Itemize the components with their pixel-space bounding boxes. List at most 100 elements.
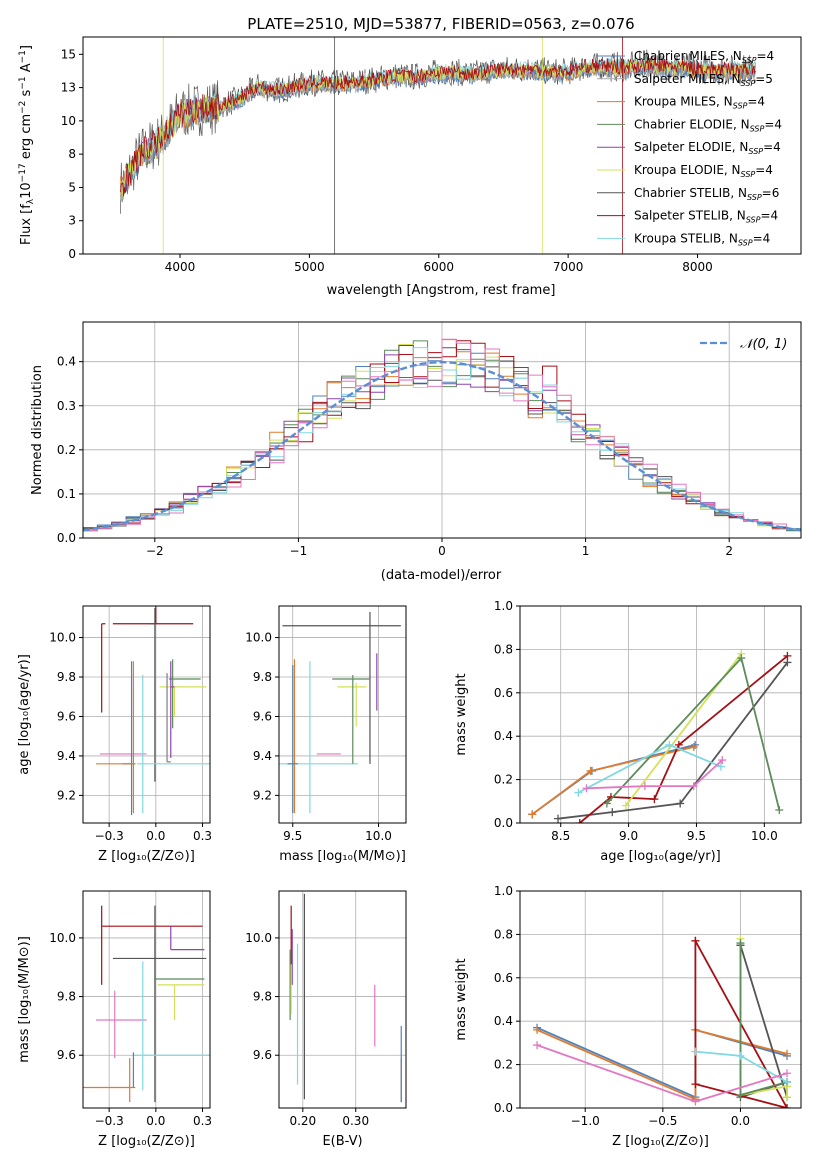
- y-tick-label: 9.2: [253, 788, 272, 802]
- massweight-vs-Z-panel: −1.0 −0.5 0.0 0.0 0.2 0.4 0.6 0.8 1.0 Z [log₁₀(Z/…: [454, 884, 802, 1149]
- mass-weight-marker: [783, 1104, 792, 1108]
- mass-weight-marker: [608, 808, 617, 817]
- mass-weight-marker: [691, 936, 700, 945]
- x-tick-label: 0.20: [289, 1114, 316, 1128]
- panel-frame: [82, 890, 211, 1109]
- mass-weight-marker: [736, 1051, 745, 1060]
- x-axis-label: Z [log₁₀(Z/Z⊙)]: [98, 1134, 195, 1149]
- legend-label: Kroupa MILES, NSSP=4: [634, 95, 765, 111]
- y-tick-label: 0.8: [494, 642, 513, 656]
- mass-weight-marker: [783, 651, 792, 660]
- spectrum-panel: 4000 5000 6000 7000 8000 0 3 5 8 10 13 15 wavelengt…: [18, 36, 802, 298]
- panel-frame: [519, 890, 802, 1109]
- x-tick-label: 1: [582, 544, 590, 558]
- spectrum-legend: Chabrier MILES, NSSP=4 Salpeter MILES, NS…: [597, 49, 782, 247]
- y-tick-label: 0.1: [57, 487, 76, 501]
- legend-label: Kroupa ELODIE, NSSP=4: [634, 163, 773, 179]
- x-tick-label: 9.0: [619, 829, 638, 843]
- y-tick-label: 0.6: [494, 686, 513, 700]
- x-tick-label: 10.0: [751, 829, 778, 843]
- mass-weight-marker: [554, 814, 563, 823]
- mass-weight-marker: [691, 1097, 700, 1106]
- x-tick-label: −1: [290, 544, 308, 558]
- mass-weight-marker: [737, 654, 746, 663]
- x-axis-label: E(B-V): [322, 1134, 362, 1149]
- x-tick-label: 7000: [553, 260, 584, 274]
- y-tick-label: 0.2: [494, 1058, 513, 1072]
- y-tick-label: 9.6: [253, 709, 272, 723]
- mass-weight-marker: [533, 1025, 542, 1034]
- mass-weight-marker: [621, 801, 630, 810]
- age-vs-Z-panel: −0.3 0.0 0.3 9.2 9.4 9.6 9.8 10.0 Z [log₁₀(Z/Z⊙)…: [17, 605, 212, 864]
- spectrum-frame: [82, 36, 802, 255]
- y-tick-label: 3: [68, 214, 76, 228]
- plot-area: [279, 891, 406, 1108]
- residuals-ylabel: Normed distribution: [30, 365, 45, 495]
- mass-vs-ebv-panel: 0.20 0.30 9.6 9.8 10.0 E(B-V): [245, 890, 407, 1149]
- mass-weight-marker: [689, 743, 698, 752]
- y-tick-label: 15: [61, 47, 76, 61]
- mass-weight-marker: [783, 1093, 792, 1102]
- x-tick-label: −1.0: [571, 1114, 600, 1128]
- panel-frame: [278, 605, 407, 824]
- y-axis-label: mass [log₁₀(M/M⊙)]: [17, 936, 32, 1063]
- spectrum-plot-area: [120, 37, 756, 254]
- x-tick-label: 8.5: [551, 829, 570, 843]
- y-tick-label: 5: [68, 180, 76, 194]
- legend-label: Kroupa STELIB, NSSP=4: [634, 231, 770, 247]
- y-tick-label: 10: [61, 114, 76, 128]
- legend-label: Chabrier MILES, NSSP=4: [634, 49, 774, 65]
- mass-weight-marker: [665, 740, 674, 749]
- normal-curve-legend-label: 𝒩(0, 1): [740, 337, 787, 352]
- spectrum-series-line: [120, 56, 756, 197]
- y-tick-label: 0.2: [57, 443, 76, 457]
- mass-weight-marker: [528, 810, 537, 819]
- y-tick-label: 10.0: [49, 631, 76, 645]
- mass-weight-marker: [674, 740, 683, 749]
- x-tick-label: 0.0: [146, 1114, 165, 1128]
- mass-weight-marker: [736, 939, 745, 948]
- mass-weight-marker: [689, 782, 698, 791]
- y-tick-label: 9.6: [57, 1048, 76, 1062]
- mass-weight-marker: [650, 795, 659, 804]
- mass-weight-marker: [582, 784, 591, 793]
- x-tick-label: 10.0: [365, 829, 392, 843]
- x-tick-label: 0.0: [731, 1114, 750, 1128]
- y-axis-label: mass weight: [454, 673, 469, 755]
- y-tick-label: 0.6: [494, 971, 513, 985]
- panel-frame: [519, 605, 802, 824]
- y-tick-label: 0.8: [494, 927, 513, 941]
- spectrum-xlabel: wavelength [Angstrom, rest frame]: [327, 283, 556, 298]
- y-axis-label: mass weight: [454, 958, 469, 1040]
- residuals-plot-area: [83, 322, 801, 538]
- x-axis-label: age [log₁₀(age/yr)]: [600, 849, 721, 864]
- x-tick-label: 6000: [423, 260, 454, 274]
- x-axis-label: Z [log₁₀(Z/Z⊙)]: [612, 1134, 709, 1149]
- panel-frame: [278, 890, 407, 1109]
- y-tick-label: 10.0: [49, 931, 76, 945]
- y-tick-label: 0.0: [494, 816, 513, 830]
- y-tick-label: 9.4: [57, 749, 76, 763]
- y-tick-label: 0.0: [494, 1101, 513, 1115]
- mass-weight-marker: [736, 1090, 745, 1099]
- x-tick-label: 9.5: [283, 829, 302, 843]
- x-tick-label: −0.3: [95, 829, 124, 843]
- massweight-vs-age-panel: 8.5 9.0 9.5 10.0 0.0 0.2 0.4 0.6 0.8 1.0 age [log₁…: [454, 599, 802, 864]
- mass-weight-marker: [718, 756, 727, 765]
- y-tick-label: 9.8: [253, 670, 272, 684]
- x-tick-label: 4000: [165, 260, 196, 274]
- x-tick-label: 9.5: [687, 829, 706, 843]
- y-tick-label: 0: [68, 247, 76, 261]
- y-tick-label: 9.2: [57, 788, 76, 802]
- mass-weight-marker: [716, 762, 725, 771]
- mass-weight-marker: [640, 782, 649, 791]
- mass-weight-marker: [783, 1049, 792, 1058]
- mass-weight-marker: [574, 788, 583, 797]
- x-tick-label: −0.3: [95, 1114, 124, 1128]
- y-tick-label: 9.8: [57, 670, 76, 684]
- mass-weight-marker: [575, 819, 584, 823]
- y-tick-label: 0.4: [494, 729, 513, 743]
- y-tick-label: 13: [61, 81, 76, 95]
- plot-area: [83, 891, 210, 1108]
